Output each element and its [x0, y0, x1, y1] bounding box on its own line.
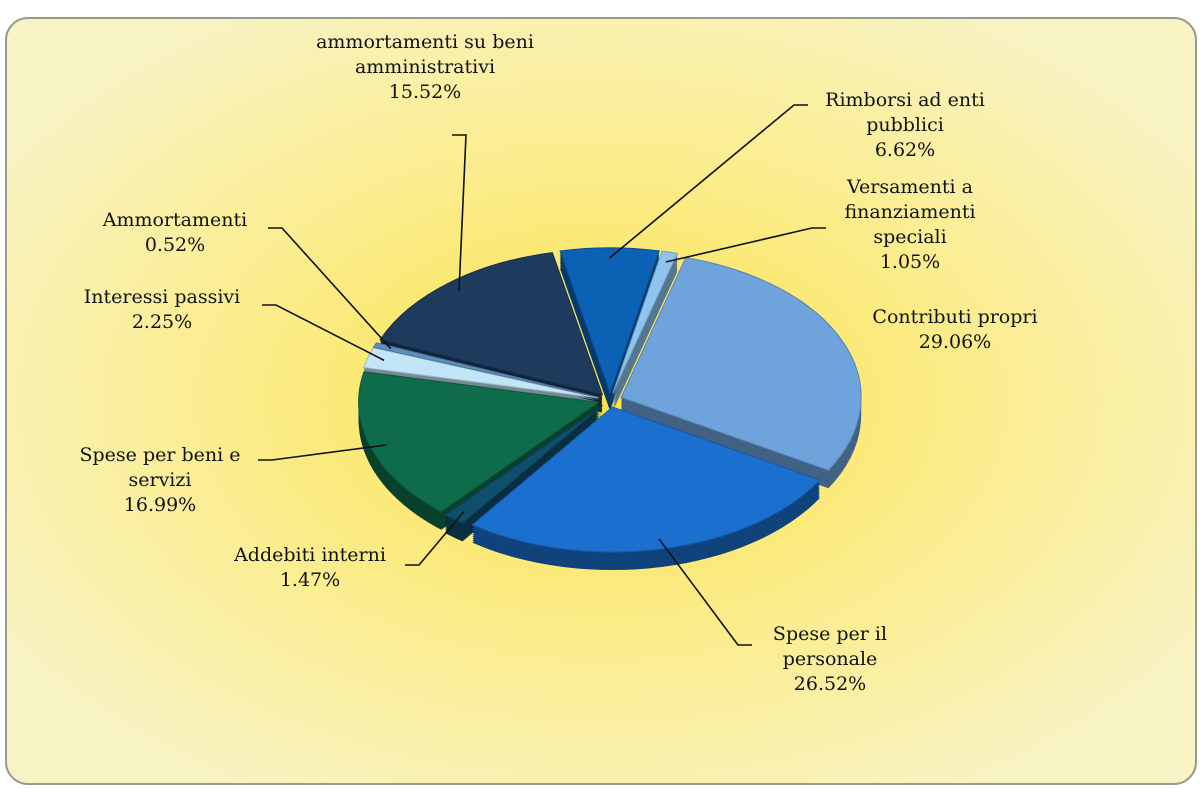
leader-line: [609, 104, 808, 259]
pie-slice: [620, 257, 862, 471]
leader-line: [665, 227, 826, 263]
label-name: Rimborsi ad enti pubblici: [825, 89, 985, 136]
label-name: ammortamenti su beni amministrativi: [316, 31, 534, 78]
slice-side: [612, 261, 678, 404]
slice-side: [612, 267, 678, 410]
leader-line: [258, 444, 387, 461]
label-value: 2.25%: [131, 311, 193, 333]
label-value: 15.52%: [388, 81, 462, 103]
label-name: Addebiti interni: [234, 544, 386, 566]
label-name: Versamenti a finanziamenti speciali: [844, 176, 976, 248]
slice-label: Spese per il personale 26.52%: [745, 622, 915, 697]
slice-label: Ammortamenti 0.52%: [85, 208, 265, 258]
slice-side: [612, 265, 678, 408]
label-value: 6.62%: [874, 139, 936, 161]
pie-slice: [444, 405, 603, 524]
label-value: 0.52%: [144, 234, 206, 256]
slice-label: Rimborsi ad enti pubblici 6.62%: [795, 88, 1015, 163]
pie-slice: [379, 252, 604, 396]
slice-label: Addebiti interni 1.47%: [210, 543, 410, 593]
slice-side: [612, 259, 678, 402]
slice-side: [612, 263, 678, 406]
label-name: Ammortamenti: [102, 209, 248, 231]
pie-slice: [358, 371, 600, 513]
label-value: 29.06%: [918, 331, 992, 353]
label-name: Spese per il personale: [772, 623, 888, 670]
slice-side: [612, 269, 678, 412]
pie-slice: [372, 342, 599, 398]
pie-slice: [363, 347, 599, 399]
pie-slice: [612, 250, 679, 394]
label-value: 1.05%: [879, 251, 941, 273]
slice-label: Interessi passivi 2.25%: [52, 285, 272, 335]
label-value: 26.52%: [793, 673, 867, 695]
label-name: Interessi passivi: [83, 286, 241, 308]
slice-label: Contributi propri 29.06%: [840, 305, 1070, 355]
label-value: 1.47%: [279, 569, 341, 591]
slice-label: ammortamenti su beni amministrativi 15.52…: [310, 30, 540, 105]
label-name: Contributi propri: [872, 306, 1038, 328]
leader-line: [658, 538, 752, 646]
slice-label: Spese per beni e servizi 16.99%: [60, 443, 260, 518]
slice-side: [612, 257, 678, 400]
label-value: 16.99%: [123, 494, 197, 516]
pie-slice: [559, 247, 660, 395]
leader-line: [452, 134, 467, 292]
pie-slice: [471, 406, 821, 553]
slice-label: Versamenti a finanziamenti speciali 1.05%: [815, 175, 1005, 275]
leader-line: [262, 304, 385, 362]
leader-line: [268, 227, 392, 350]
slice-side: [612, 255, 678, 398]
label-name: Spese per beni e servizi: [79, 444, 241, 491]
leader-line: [405, 510, 465, 566]
